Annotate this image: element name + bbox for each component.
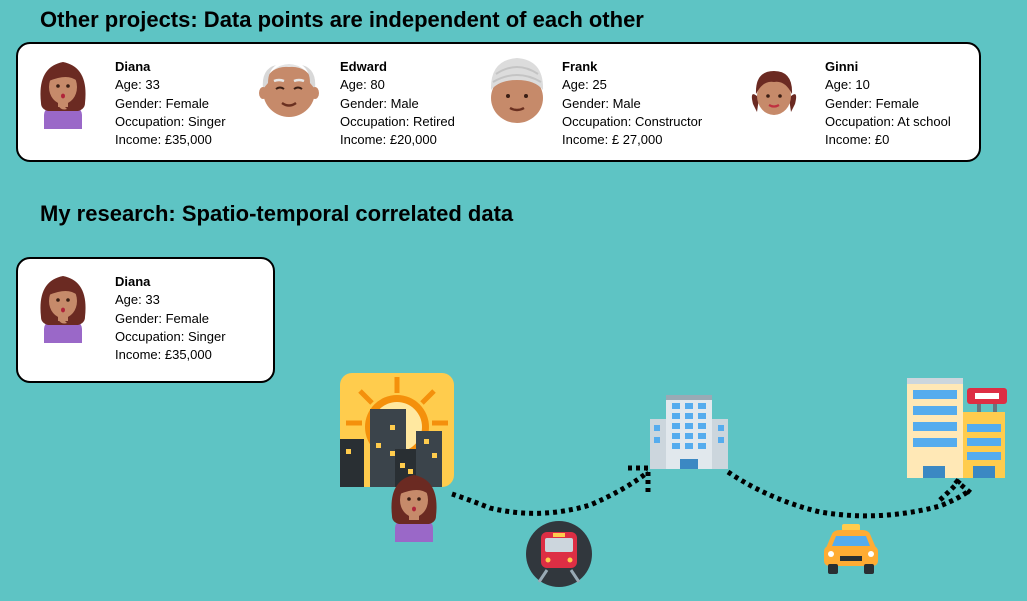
person-info: Diana Age: 33 Gender: Female Occupation:… [115, 273, 226, 364]
person-occupation: Occupation: Retired [340, 113, 455, 129]
person-income: Income: £0 [825, 132, 890, 148]
heading-other-projects: Other projects: Data points are independ… [40, 7, 644, 32]
heading-my-research: My research: Spatio-temporal correlated … [40, 201, 514, 226]
person-age: Age: 25 [562, 77, 607, 93]
person-gender: Gender: Male [340, 95, 419, 111]
person-name: Frank [562, 59, 598, 74]
person-info: Diana Age: 33 Gender: Female Occupation:… [115, 58, 226, 149]
person-age: Age: 80 [340, 77, 385, 93]
woman-icon [391, 475, 437, 542]
train-icon [526, 521, 592, 587]
research-data-card: Diana Age: 33 Gender: Female Occupation:… [16, 257, 275, 383]
woman-icon [40, 62, 86, 129]
person-income: Income: £35,000 [115, 347, 212, 363]
sunrise-city-icon [340, 373, 454, 487]
old-man-icon [259, 64, 319, 117]
person-income: Income: £35,000 [115, 132, 212, 148]
girl-icon [751, 71, 797, 115]
person-occupation: Occupation: Singer [115, 113, 226, 129]
person-income: Income: £ 27,000 [562, 132, 663, 148]
person-income: Income: £20,000 [340, 132, 437, 148]
person-gender: Gender: Female [825, 95, 919, 111]
person-name: Ginni [825, 59, 859, 74]
person-age: Age: 33 [115, 292, 160, 308]
person-occupation: Occupation: Constructor [562, 113, 703, 129]
person-age: Age: 10 [825, 77, 870, 93]
person-gender: Gender: Female [115, 95, 209, 111]
person-info: Frank Age: 25 Gender: Male Occupation: C… [562, 58, 702, 149]
man-turban-icon [490, 58, 544, 123]
taxi-icon [824, 524, 878, 574]
hospital-buildings-icon [907, 378, 1007, 478]
person-occupation: Occupation: At school [825, 113, 951, 129]
person-age: Age: 33 [115, 77, 160, 93]
woman-icon [40, 276, 86, 343]
person-info: Ginni Age: 10 Gender: Female Occupation:… [825, 58, 951, 149]
person-occupation: Occupation: Singer [115, 328, 226, 344]
person-name: Diana [115, 59, 151, 74]
office-building-icon [650, 395, 728, 469]
person-name: Diana [115, 274, 151, 289]
person-gender: Gender: Male [562, 95, 641, 111]
person-info: Edward Age: 80 Gender: Male Occupation: … [340, 58, 455, 149]
independent-data-card: Diana Age: 33 Gender: Female Occupation:… [16, 42, 981, 162]
person-gender: Gender: Female [115, 310, 209, 326]
person-name: Edward [340, 59, 387, 74]
